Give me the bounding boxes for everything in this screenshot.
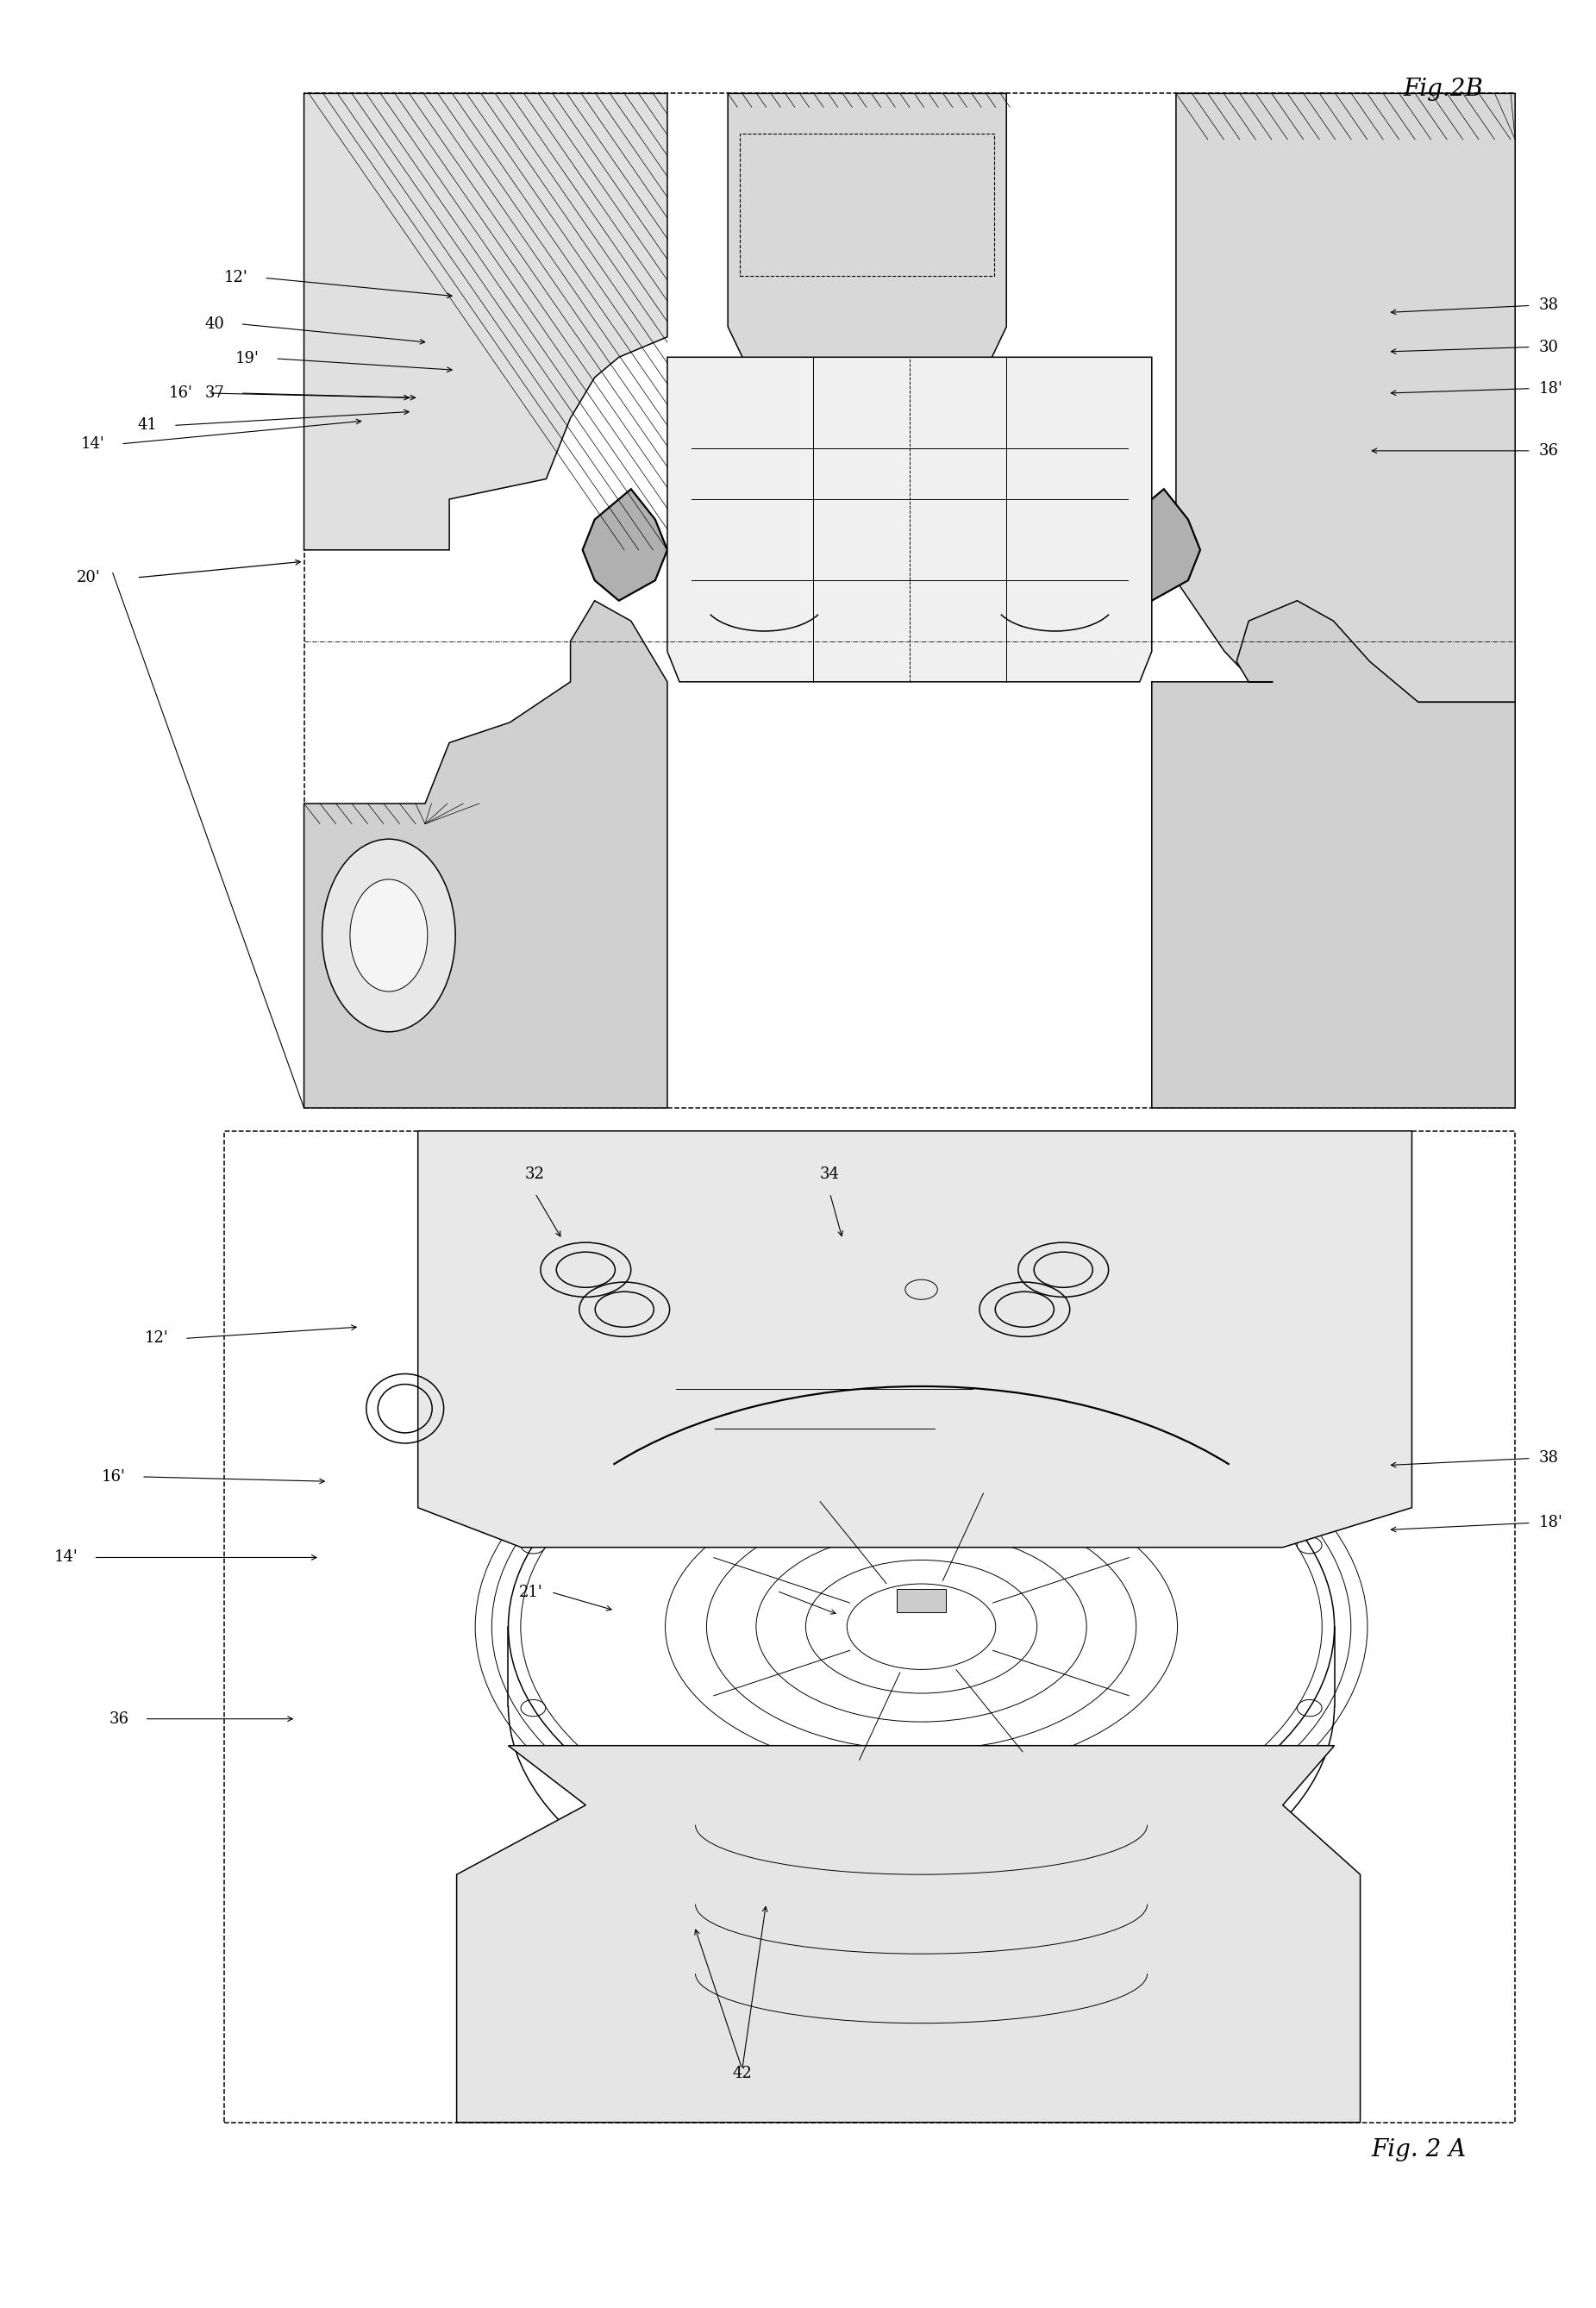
- Text: 14': 14': [81, 436, 105, 452]
- Text: 40: 40: [204, 316, 225, 332]
- Polygon shape: [303, 600, 667, 1108]
- Text: 12': 12': [145, 1332, 169, 1346]
- Polygon shape: [667, 358, 1152, 681]
- Text: 36: 36: [109, 1710, 129, 1726]
- Text: 37: 37: [204, 385, 225, 402]
- Text: Fig.2B: Fig.2B: [1403, 76, 1484, 102]
- Text: 12': 12': [225, 270, 249, 286]
- Circle shape: [350, 879, 428, 992]
- Text: 16': 16': [169, 385, 193, 402]
- Text: 19': 19': [235, 351, 260, 367]
- Polygon shape: [1152, 600, 1515, 1108]
- Text: 41: 41: [137, 418, 158, 434]
- Text: 36: 36: [1539, 443, 1559, 459]
- Bar: [225, 1131, 1515, 2123]
- Text: 20': 20': [77, 570, 101, 586]
- Text: 18': 18': [1539, 1514, 1562, 1530]
- Polygon shape: [418, 1131, 1412, 1546]
- Polygon shape: [303, 92, 667, 549]
- Bar: [741, 134, 994, 277]
- Text: 16': 16': [102, 1468, 126, 1484]
- Text: Fig. 2 A: Fig. 2 A: [1371, 2140, 1467, 2163]
- Bar: [303, 92, 1515, 1108]
- Text: 38: 38: [1539, 1452, 1559, 1466]
- Text: 14': 14': [54, 1549, 78, 1565]
- Text: 34: 34: [820, 1166, 839, 1182]
- Polygon shape: [897, 1588, 946, 1613]
- Text: 30: 30: [1539, 339, 1559, 355]
- Polygon shape: [1116, 489, 1200, 600]
- Text: 18': 18': [1539, 381, 1562, 397]
- Text: 21': 21': [519, 1583, 543, 1599]
- Polygon shape: [728, 92, 1007, 379]
- Text: 32: 32: [525, 1166, 544, 1182]
- Text: 42: 42: [733, 2066, 752, 2082]
- Polygon shape: [1176, 92, 1515, 702]
- Text: 38: 38: [1539, 298, 1559, 314]
- Polygon shape: [583, 489, 667, 600]
- Polygon shape: [456, 1745, 1360, 2123]
- Circle shape: [322, 840, 455, 1032]
